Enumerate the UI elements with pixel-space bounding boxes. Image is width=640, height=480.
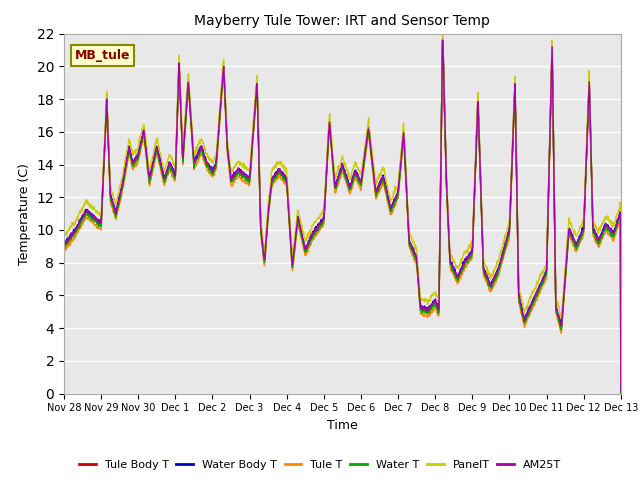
- X-axis label: Time: Time: [327, 419, 358, 432]
- Tule Body T: [617, 390, 625, 396]
- Title: Mayberry Tule Tower: IRT and Sensor Temp: Mayberry Tule Tower: IRT and Sensor Temp: [195, 14, 490, 28]
- Tule T: [296, 231, 304, 237]
- AM25T: [617, 388, 625, 394]
- AM25T: [296, 225, 304, 231]
- Line: PanelT: PanelT: [64, 34, 621, 384]
- Tule Body T: [60, 243, 68, 249]
- PanelT: [60, 235, 68, 241]
- Water T: [103, 108, 111, 113]
- Tule T: [60, 250, 68, 256]
- Tule T: [308, 239, 316, 244]
- Water Body T: [318, 217, 326, 223]
- Tule T: [126, 154, 134, 160]
- Water T: [438, 43, 446, 48]
- Tule T: [617, 391, 625, 396]
- Line: Tule Body T: Tule Body T: [64, 42, 621, 393]
- Tule Body T: [296, 226, 304, 231]
- AM25T: [126, 150, 134, 156]
- Water T: [617, 391, 625, 396]
- Line: AM25T: AM25T: [64, 40, 621, 391]
- Tule T: [318, 224, 326, 230]
- Water T: [296, 228, 304, 233]
- Tule Body T: [103, 107, 111, 112]
- Water Body T: [103, 104, 111, 110]
- Water Body T: [60, 240, 68, 246]
- Text: MB_tule: MB_tule: [75, 49, 131, 62]
- Water Body T: [296, 224, 304, 229]
- Line: Water Body T: Water Body T: [64, 41, 621, 391]
- AM25T: [377, 178, 385, 183]
- PanelT: [126, 141, 134, 146]
- Water T: [377, 180, 385, 186]
- Tule Body T: [377, 179, 385, 185]
- Y-axis label: Temperature (C): Temperature (C): [18, 163, 31, 264]
- AM25T: [60, 240, 68, 246]
- Water T: [308, 236, 316, 241]
- PanelT: [377, 172, 385, 178]
- PanelT: [308, 225, 316, 230]
- Water T: [318, 223, 326, 229]
- Water T: [60, 246, 68, 252]
- Legend: Tule Body T, Water Body T, Tule T, Water T, PanelT, AM25T: Tule Body T, Water Body T, Tule T, Water…: [75, 456, 565, 474]
- Water Body T: [438, 38, 446, 44]
- Water T: [126, 149, 134, 155]
- Tule T: [103, 112, 111, 118]
- AM25T: [308, 232, 316, 238]
- Water Body T: [617, 388, 625, 394]
- Line: Water T: Water T: [64, 46, 621, 394]
- PanelT: [296, 216, 304, 222]
- PanelT: [318, 209, 326, 215]
- Water Body T: [377, 179, 385, 184]
- Tule Body T: [318, 219, 326, 225]
- AM25T: [103, 105, 111, 111]
- Tule Body T: [308, 233, 316, 239]
- PanelT: [438, 31, 446, 36]
- AM25T: [318, 218, 326, 224]
- AM25T: [438, 37, 446, 43]
- Line: Tule T: Tule T: [64, 47, 621, 394]
- Tule T: [439, 44, 447, 49]
- Water Body T: [308, 233, 316, 239]
- Tule Body T: [126, 147, 134, 153]
- PanelT: [103, 96, 111, 102]
- PanelT: [617, 381, 625, 387]
- Tule T: [377, 186, 385, 192]
- Tule Body T: [438, 39, 446, 45]
- Water Body T: [126, 145, 134, 151]
